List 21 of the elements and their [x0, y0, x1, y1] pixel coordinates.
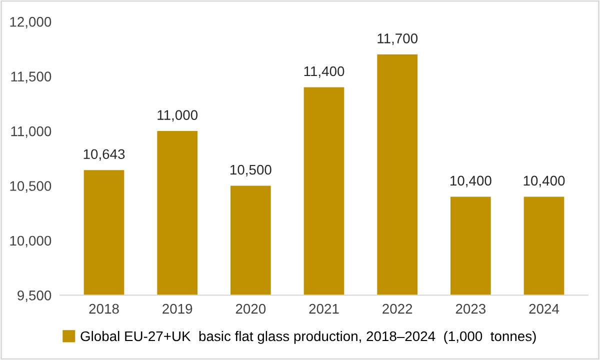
text: 11,700 [378, 34, 418, 45]
text: 10,400 [450, 176, 492, 188]
x-tick-label: 2022 [382, 304, 412, 314]
x-tick-label: 2018 [89, 304, 119, 314]
y-tick-label: 9,500 [18, 290, 52, 302]
text: 10,643 [84, 149, 125, 161]
x-tick-label: 2023 [456, 304, 486, 314]
x-tick-label: 2019 [162, 304, 192, 314]
y-tick-label: 10,500 [10, 181, 52, 193]
y-tick-label: 10,000 [10, 236, 52, 248]
y-tick-label: 11,500 [11, 72, 52, 84]
text: 11,000 [158, 110, 198, 122]
text: 10,500 [230, 164, 272, 176]
y-tick-label: 12,000 [10, 16, 52, 28]
x-tick-label: 2021 [309, 304, 339, 314]
text: 11,400 [304, 66, 344, 78]
x-tick-label: 2020 [236, 304, 266, 314]
y-tick-label: 11,000 [11, 126, 52, 138]
x-tick-label: 2024 [529, 304, 560, 314]
legend-label: Global EU-27+UK basic flat glass production, 2018–2024 (1,000 tonnes) [80, 330, 536, 344]
text: 10,400 [524, 176, 565, 188]
